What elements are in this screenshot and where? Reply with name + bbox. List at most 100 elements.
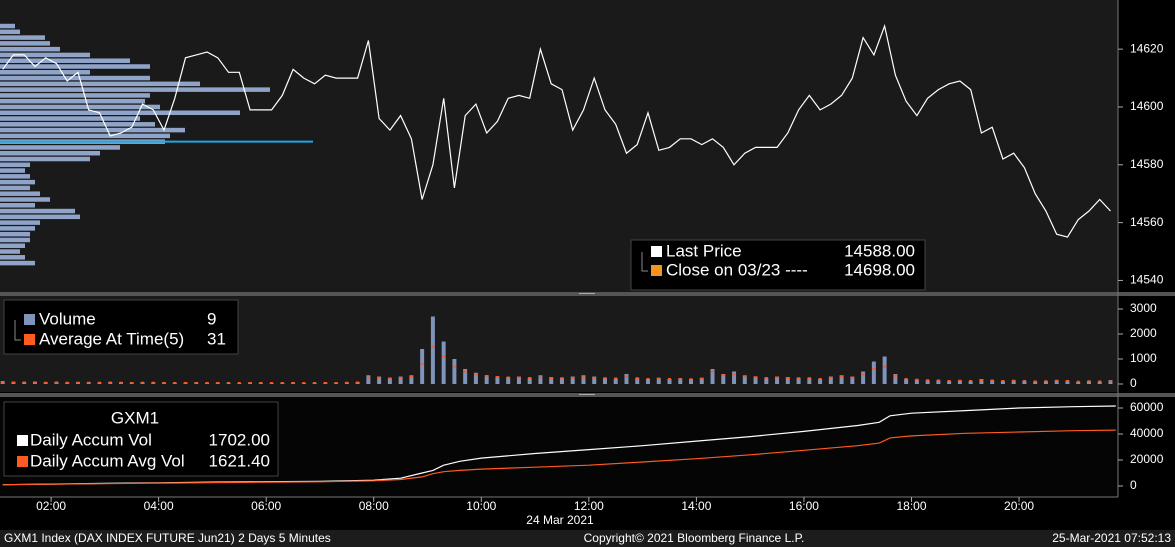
volume-bar — [721, 374, 726, 384]
volume-bar — [1022, 380, 1027, 384]
volume-bar — [581, 375, 586, 384]
average-dot — [990, 379, 994, 382]
volume-bar — [366, 375, 371, 384]
volume-bar — [871, 361, 876, 384]
volume-bar — [516, 376, 521, 384]
price-panel — [0, 0, 1118, 292]
average-dot — [958, 379, 962, 382]
average-dot — [1108, 380, 1112, 382]
legend-bracket — [641, 252, 648, 272]
y-tick-label: 14560 — [1130, 215, 1164, 229]
average-dot — [1012, 379, 1016, 382]
profile-bar — [0, 127, 185, 133]
volume-bar — [495, 376, 500, 384]
volume-bar — [968, 381, 973, 384]
average-dot — [797, 377, 801, 380]
volume-bar — [893, 374, 898, 384]
volume-bar — [1033, 381, 1038, 384]
x-tick-label: 14:00 — [681, 499, 711, 513]
volume-bar — [1011, 380, 1016, 384]
average-dot — [270, 382, 274, 384]
average-dot — [130, 382, 134, 384]
average-dot — [87, 381, 91, 384]
average-dot — [829, 376, 833, 379]
average-dot — [323, 382, 327, 384]
average-dot — [678, 378, 682, 380]
volume-bar — [753, 376, 758, 384]
profile-bar — [0, 185, 30, 191]
y-tick-label: 14540 — [1130, 273, 1164, 287]
average-dot — [442, 355, 446, 358]
average-dot — [1065, 380, 1069, 382]
average-dot — [76, 381, 80, 384]
average-dot — [495, 376, 499, 378]
profile-bar — [0, 70, 90, 75]
average-dot — [1098, 380, 1102, 383]
grip — [579, 394, 595, 395]
average-dot — [657, 377, 661, 380]
x-tick-label: 10:00 — [466, 499, 496, 513]
average-dot — [850, 376, 854, 379]
legend-label: Daily Accum Avg Vol — [30, 451, 185, 470]
legend-value: 14588.00 — [844, 241, 915, 260]
average-dot — [969, 380, 973, 382]
average-dot — [216, 382, 220, 384]
average-dot — [119, 381, 123, 384]
volume-bar — [1043, 381, 1048, 384]
average-dot — [947, 380, 951, 382]
average-dot — [54, 381, 58, 384]
average-dot — [624, 375, 628, 378]
profile-bar — [0, 81, 200, 87]
profile-bar — [0, 23, 15, 29]
legend-swatch — [651, 265, 662, 276]
average-dot — [1087, 380, 1091, 383]
average-dot — [861, 373, 865, 376]
volume-bar — [796, 377, 801, 384]
average-dot — [560, 377, 564, 380]
legend-label: Volume — [39, 309, 96, 328]
average-dot — [291, 382, 295, 384]
x-tick-label: 18:00 — [896, 499, 926, 513]
volume-bar — [710, 369, 715, 384]
volume-bar — [861, 371, 866, 384]
volume-bar — [613, 378, 618, 384]
profile-bar — [0, 255, 25, 260]
series-line — [2, 429, 1116, 486]
volume-bar — [387, 377, 392, 384]
average-dot — [775, 376, 779, 379]
profile-bar — [0, 75, 150, 81]
profile-bar — [0, 162, 30, 168]
profile-bar — [0, 98, 145, 104]
volume-bar — [678, 378, 683, 384]
average-dot — [184, 382, 188, 384]
average-dot — [893, 374, 897, 377]
average-dot — [818, 378, 822, 380]
legend-box — [630, 239, 926, 291]
x-tick-label: 16:00 — [789, 499, 819, 513]
average-dot — [474, 373, 478, 376]
y-tick-label: 14580 — [1130, 157, 1164, 171]
footer-left: GXM1 Index (DAX INDEX FUTURE Jun21) 2 Da… — [4, 531, 331, 545]
volume-bar — [947, 381, 952, 384]
average-dot — [345, 381, 349, 384]
average-dot — [377, 376, 381, 379]
average-dot — [399, 376, 403, 379]
volume-bar — [592, 376, 597, 384]
average-dot — [840, 376, 844, 378]
average-dot — [646, 378, 650, 380]
average-dot — [721, 374, 725, 377]
average-dot — [732, 373, 736, 376]
volume-bar — [602, 377, 607, 384]
average-dot — [452, 365, 456, 368]
y-tick-label: 20000 — [1130, 452, 1164, 466]
volume-bar — [732, 371, 737, 384]
average-dot — [883, 365, 887, 368]
volume-bar — [570, 376, 575, 384]
volume-bar — [667, 379, 672, 384]
average-dot — [635, 377, 639, 380]
volume-bar — [1076, 382, 1081, 384]
legend-value: 1702.00 — [209, 430, 270, 449]
average-dot — [979, 379, 983, 381]
volume-bar — [1065, 380, 1070, 384]
average-dot — [764, 377, 768, 379]
